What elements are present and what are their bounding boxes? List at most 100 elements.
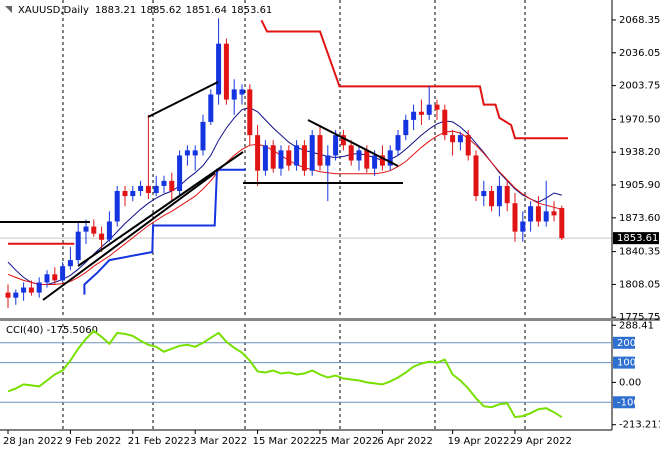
trendline [77, 151, 244, 267]
y-tick-label: 1808.05 [619, 279, 660, 290]
candle-body [356, 150, 362, 161]
candle-body [317, 135, 323, 166]
candle-body [192, 150, 198, 156]
candle-body [504, 185, 510, 204]
candle-body [403, 119, 409, 136]
candle-body [481, 191, 487, 197]
candle-body [333, 135, 339, 156]
candle-body [28, 287, 34, 293]
header-high: 1885.62 [140, 5, 181, 16]
trendline [42, 172, 216, 301]
candle-body [465, 135, 471, 156]
header-close: 1853.61 [231, 5, 272, 16]
x-tick-label: 25 Mar 2022 [315, 436, 378, 447]
trendline [147, 81, 219, 118]
candle-body [91, 226, 97, 234]
candle-body [153, 185, 159, 194]
candle-body [543, 211, 549, 222]
candle-body [450, 135, 456, 143]
y-tick-label: -213.2113 [619, 420, 660, 431]
candle-body [161, 180, 167, 186]
y-tick-label: 1970.50 [619, 114, 660, 125]
x-tick-label: 29 Apr 2022 [510, 436, 572, 447]
candle-body [301, 145, 307, 171]
candle-body [457, 135, 463, 143]
candle-body [411, 111, 417, 120]
candle-body [200, 121, 206, 151]
y-tick-label: 1775.75 [619, 312, 660, 323]
candle-body [340, 135, 346, 146]
y-tick-label: 288.41 [619, 320, 654, 331]
candle-body [559, 208, 565, 239]
candle-body [83, 226, 89, 232]
candle-body [145, 185, 151, 194]
y-tick-label: 2003.75 [619, 81, 660, 92]
candle-body [138, 185, 144, 192]
chart-title: XAUUSD,Daily [18, 5, 89, 16]
candle-body [426, 104, 432, 115]
y-tick-label: 1840.35 [619, 247, 660, 258]
candle-body [325, 155, 331, 166]
candle-body [114, 191, 120, 222]
header-low: 1851.64 [186, 5, 227, 16]
candle-body [309, 135, 315, 171]
candle-body [106, 221, 112, 240]
candle-body [348, 145, 354, 161]
x-tick-label: 28 Jan 2022 [3, 436, 63, 447]
candle-body [535, 206, 541, 222]
candle-body [528, 206, 534, 222]
candle-body [208, 94, 214, 122]
candle-body [434, 104, 440, 110]
y-tick-label: 100 [617, 358, 636, 369]
candle-body [239, 89, 245, 95]
last-price-box [613, 232, 659, 245]
candle-body [44, 274, 50, 283]
candle-body [255, 135, 261, 171]
candle-body [75, 231, 81, 261]
last-price-label: 1853.61 [617, 233, 658, 244]
candle-body [278, 150, 284, 169]
chart-header: XAUUSD,Daily 1883.21 1885.62 1851.64 1853.61 [18, 5, 272, 16]
candle-body [36, 282, 42, 293]
level-box [613, 336, 635, 349]
x-tick-label: 19 Apr 2022 [448, 436, 510, 447]
x-tick-label: 6 Apr 2022 [377, 436, 432, 447]
candle-body [473, 155, 479, 197]
candle-body [418, 111, 424, 115]
indicator-label: CCI(40) -175.5060 [6, 325, 98, 336]
y-tick-label: 1873.60 [619, 213, 660, 224]
candle-body [5, 292, 11, 298]
candle-body [122, 191, 128, 197]
y-tick-label: 2036.05 [619, 48, 660, 59]
candle-body [177, 155, 183, 192]
y-tick-label: 200 [617, 338, 636, 349]
y-tick-label: 0.00 [619, 377, 641, 388]
y-tick-label: 1938.20 [619, 147, 660, 158]
candle-body [270, 145, 276, 169]
candle-body [21, 287, 27, 293]
candle-body [262, 145, 268, 171]
candle-body [442, 109, 448, 136]
candle-body [247, 89, 253, 136]
candle-body [184, 150, 190, 156]
candle-body [395, 135, 401, 151]
candle-body [372, 155, 378, 169]
x-tick-label: 21 Feb 2022 [128, 436, 190, 447]
cci-line [7, 329, 563, 419]
candle-body [231, 89, 237, 100]
level-box [613, 396, 635, 409]
candle-body [67, 260, 73, 267]
plot [0, 18, 612, 308]
x-tick-label: 9 Feb 2022 [65, 436, 121, 447]
candle-body [60, 266, 66, 281]
channel-line [83, 168, 246, 295]
candle-body [13, 292, 19, 298]
candle-body [379, 155, 385, 166]
candle-body [99, 233, 105, 240]
trendlines [0, 81, 403, 301]
candle-body [216, 43, 222, 95]
candle-body [52, 274, 58, 281]
header-open: 1883.21 [95, 5, 136, 16]
candle-body [496, 185, 502, 207]
